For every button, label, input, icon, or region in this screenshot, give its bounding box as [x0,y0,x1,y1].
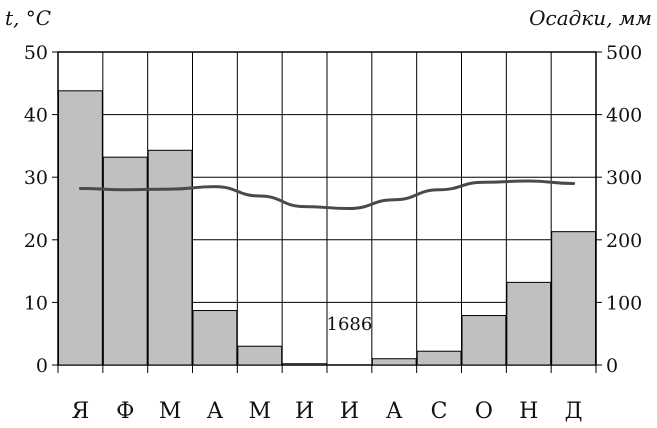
precip-bar [192,310,238,366]
month-label: Я [72,399,90,423]
right-tick-label: 200 [606,230,642,252]
right-tick-label: 0 [606,355,618,377]
bars-layer [58,90,597,366]
left-tick-label: 10 [24,292,48,314]
right-tick-label: 500 [606,42,642,64]
month-label: И [340,399,359,423]
right-tick-label: 100 [606,292,642,314]
bar-value-label: 1686 [327,314,373,335]
right-tick-label: 300 [606,167,642,189]
precip-bar [416,350,462,366]
precip-bar [102,156,148,366]
month-label: И [295,399,314,423]
line-layer [78,179,576,210]
month-label: Н [519,399,538,423]
temperature-line [78,179,576,210]
month-label: А [386,399,403,423]
precip-bar [147,149,193,366]
left-tick-label: 20 [24,230,48,252]
precip-bar [551,231,597,366]
precip-bar [58,90,103,366]
left-tick-label: 50 [24,42,48,64]
month-label: А [207,399,224,423]
month-label: М [248,399,271,423]
month-label: С [431,399,448,423]
precip-bar [506,281,552,366]
month-label: Ф [116,399,134,423]
left-axis-title: t, °C [5,6,51,30]
right-tick-label: 400 [606,105,642,127]
month-label: М [159,399,182,423]
left-tick-label: 40 [24,105,48,127]
month-label: Д [565,399,583,423]
right-axis-title: Осадки, мм [529,6,652,30]
precip-bar [371,358,417,366]
month-label: О [475,399,493,423]
axes-layer [52,51,602,373]
precip-bar [461,315,507,366]
precip-bar [237,345,283,366]
left-tick-label: 0 [36,355,48,377]
precip-bar [282,363,327,366]
left-tick-label: 30 [24,167,48,189]
